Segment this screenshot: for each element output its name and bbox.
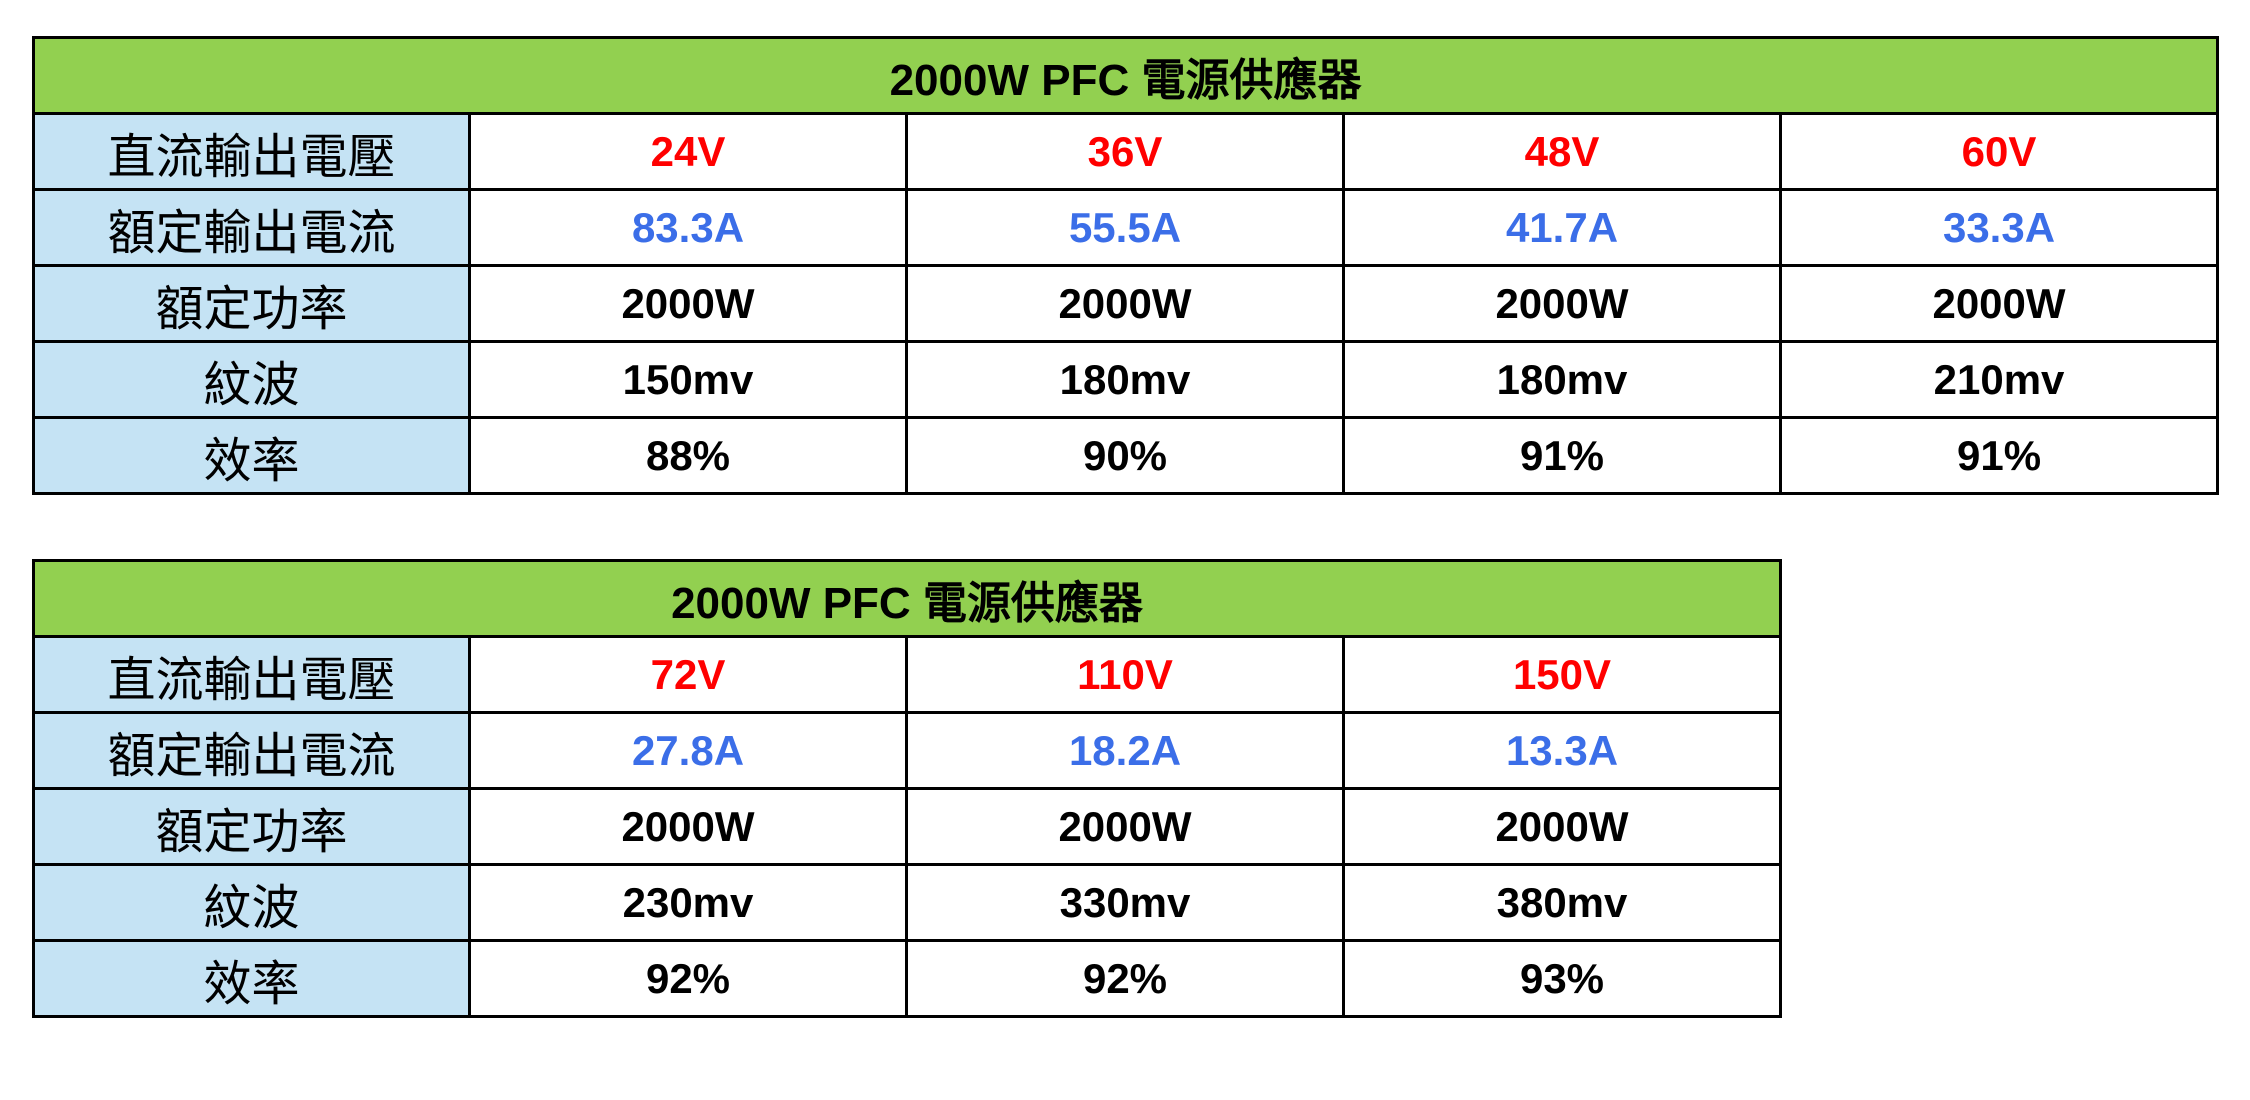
spec-value: 18.2A — [905, 711, 1345, 790]
spec-value: 2000W — [468, 787, 908, 866]
spec-value: 55.5A — [905, 188, 1345, 267]
spec-value: 150V — [1342, 635, 1782, 714]
table-body: 2000W PFC 電源供應器 直流輸出電壓 24V 36V 48V 60V 額定輸出電流 8… — [31, 36, 2220, 495]
spec-value: 110V — [905, 635, 1345, 714]
spec-value: 180mv — [1342, 340, 1782, 419]
spec-value: 88% — [468, 416, 908, 495]
table-title: 2000W PFC 電源供應器 — [32, 559, 1782, 638]
spec-value: 180mv — [905, 340, 1345, 419]
spec-row: 額定功率 2000W 2000W 2000W 2000W — [32, 264, 2220, 343]
row-label: 效率 — [32, 939, 471, 1018]
spec-value: 48V — [1342, 112, 1782, 191]
spec-row: 紋波 230mv 330mv 380mv — [32, 863, 1782, 942]
row-label: 紋波 — [32, 863, 471, 942]
spec-value: 2000W — [905, 787, 1345, 866]
spec-value: 27.8A — [468, 711, 908, 790]
spec-value: 2000W — [1342, 264, 1782, 343]
row-label: 額定功率 — [32, 264, 471, 343]
spec-value: 60V — [1778, 112, 2220, 191]
row-label: 額定輸出電流 — [32, 711, 471, 790]
spec-row: 效率 92% 92% 93% — [32, 939, 1782, 1018]
spec-row: 額定輸出電流 27.8A 18.2A 13.3A — [32, 711, 1782, 790]
table-body: 2000W PFC 電源供應器 直流輸出電壓 72V 110V 150V 額定輸出電流 27… — [32, 559, 1782, 1018]
spec-row: 直流輸出電壓 24V 36V 48V 60V — [32, 112, 2220, 191]
row-label: 額定功率 — [32, 787, 471, 866]
spec-value: 90% — [905, 416, 1345, 495]
spec-value: 92% — [905, 939, 1345, 1018]
spec-value: 210mv — [1778, 340, 2220, 419]
spec-value: 2000W — [1342, 787, 1782, 866]
spec-row: 紋波 150mv 180mv 180mv 210mv — [32, 340, 2220, 419]
spec-row: 額定輸出電流 83.3A 55.5A 41.7A 33.3A — [32, 188, 2220, 267]
row-label: 紋波 — [32, 340, 471, 419]
spec-value: 91% — [1342, 416, 1782, 495]
spec-value: 330mv — [905, 863, 1345, 942]
spec-value: 91% — [1778, 416, 2220, 495]
row-label: 效率 — [32, 416, 471, 495]
spec-row: 效率 88% 90% 91% 91% — [32, 416, 2220, 495]
row-label: 直流輸出電壓 — [32, 635, 471, 714]
spec-value: 93% — [1342, 939, 1782, 1018]
title-row: 2000W PFC 電源供應器 — [32, 559, 1782, 638]
spec-value: 150mv — [468, 340, 908, 419]
spec-row: 直流輸出電壓 72V 110V 150V — [32, 635, 1782, 714]
spec-value: 2000W — [468, 264, 908, 343]
spec-value: 72V — [468, 635, 908, 714]
row-label: 額定輸出電流 — [32, 188, 471, 267]
row-label: 直流輸出電壓 — [32, 112, 471, 191]
spec-value: 83.3A — [468, 188, 908, 267]
title-row: 2000W PFC 電源供應器 — [31, 36, 2220, 115]
spec-value: 92% — [468, 939, 908, 1018]
spec-value: 36V — [905, 112, 1345, 191]
table-title: 2000W PFC 電源供應器 — [31, 36, 2220, 115]
spec-table: 2000W PFC 電源供應器 直流輸出電壓 72V 110V 150V 額定輸出電流 27… — [32, 559, 1782, 1018]
spec-value: 41.7A — [1342, 188, 1782, 267]
spec-value: 2000W — [1778, 264, 2220, 343]
spec-row: 額定功率 2000W 2000W 2000W — [32, 787, 1782, 866]
spec-table: 2000W PFC 電源供應器 直流輸出電壓 24V 36V 48V 60V 額定輸出電流 8… — [31, 36, 2220, 495]
spec-value: 380mv — [1342, 863, 1782, 942]
spec-value: 230mv — [468, 863, 908, 942]
spec-value: 33.3A — [1778, 188, 2220, 267]
spec-value: 13.3A — [1342, 711, 1782, 790]
spec-value: 24V — [468, 112, 908, 191]
spec-value: 2000W — [905, 264, 1345, 343]
